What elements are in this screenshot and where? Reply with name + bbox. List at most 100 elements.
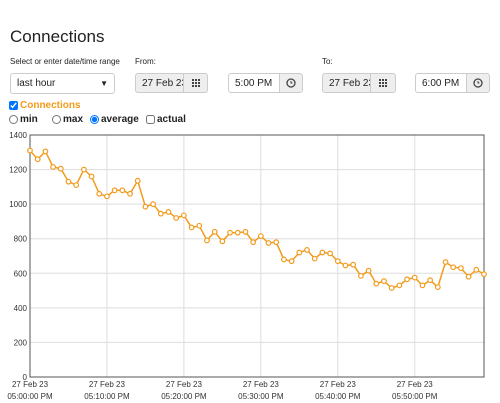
data-point xyxy=(304,247,310,253)
calendar-button[interactable] xyxy=(370,73,396,93)
data-point xyxy=(473,266,480,273)
from-date[interactable]: 27 Feb 23 xyxy=(135,73,184,93)
y-tick-label: 1400 xyxy=(9,131,27,140)
clock-icon xyxy=(286,78,296,88)
data-point xyxy=(388,285,395,291)
data-point xyxy=(342,262,349,269)
data-point xyxy=(411,274,418,281)
data-point xyxy=(42,148,49,155)
clock-icon xyxy=(473,78,483,88)
radio[interactable] xyxy=(9,115,18,124)
data-point xyxy=(281,256,287,263)
data-point xyxy=(134,177,141,184)
data-point xyxy=(150,201,157,208)
data-point xyxy=(27,147,33,154)
data-point xyxy=(265,240,272,246)
x-tick-label: 05:40:00 PM xyxy=(315,392,361,401)
data-point xyxy=(357,272,364,279)
x-tick-label: 27 Feb 23 xyxy=(243,380,280,389)
data-point xyxy=(373,280,380,287)
plot-border xyxy=(29,134,485,378)
y-tick-label: 0 xyxy=(23,373,28,382)
x-tick-label: 27 Feb 23 xyxy=(89,380,126,389)
data-point xyxy=(273,239,280,246)
data-point xyxy=(104,193,110,200)
data-point xyxy=(65,178,72,185)
data-point xyxy=(234,229,241,236)
data-point xyxy=(73,182,80,189)
data-point xyxy=(96,190,103,197)
series-toggle[interactable]: Connections xyxy=(9,100,81,111)
option-label: average xyxy=(101,114,139,125)
data-point xyxy=(334,258,341,265)
data-point xyxy=(227,229,233,236)
y-tick-label: 1000 xyxy=(9,200,27,209)
data-point xyxy=(396,282,403,289)
data-point xyxy=(311,255,318,262)
data-point xyxy=(419,282,426,289)
y-tick-label: 1200 xyxy=(9,166,27,175)
data-point xyxy=(142,203,149,210)
data-point xyxy=(157,210,164,217)
data-point xyxy=(242,228,249,235)
radio[interactable] xyxy=(52,115,61,124)
data-point xyxy=(119,187,126,194)
data-point xyxy=(211,228,218,235)
x-tick-label: 27 Feb 23 xyxy=(320,380,357,389)
option[interactable]: average xyxy=(90,114,139,125)
range-value: last hour xyxy=(17,78,56,89)
calendar-button[interactable] xyxy=(183,73,208,93)
data-point xyxy=(442,259,449,265)
data-point xyxy=(250,239,257,246)
option-label: max xyxy=(63,114,84,125)
dropdown-arrow: ▼ xyxy=(100,79,108,88)
option[interactable]: actual xyxy=(146,114,186,125)
data-point xyxy=(127,190,133,197)
data-point xyxy=(327,250,334,257)
data-point xyxy=(50,164,56,170)
page-title: Connections xyxy=(10,27,105,46)
data-point xyxy=(180,212,187,219)
y-tick-label: 800 xyxy=(14,235,28,244)
data-point xyxy=(319,249,326,256)
x-tick-label: 27 Feb 23 xyxy=(397,380,434,389)
to-time[interactable]: 6:00 PM xyxy=(415,73,467,93)
data-point xyxy=(165,209,172,215)
data-point xyxy=(434,284,441,291)
clock-button[interactable] xyxy=(279,73,303,93)
data-point xyxy=(196,222,203,229)
option[interactable]: max xyxy=(52,114,83,125)
to-label: To: xyxy=(322,57,333,66)
data-point xyxy=(111,187,118,194)
series-checkbox[interactable] xyxy=(9,101,18,110)
option[interactable]: min xyxy=(9,114,38,125)
data-point xyxy=(427,277,434,284)
data-point xyxy=(219,238,226,245)
data-point xyxy=(88,173,95,180)
data-point xyxy=(288,258,295,265)
data-point xyxy=(350,261,357,268)
data-point xyxy=(257,233,264,240)
data-point xyxy=(34,156,41,163)
from-label: From: xyxy=(135,57,156,66)
data-point xyxy=(57,165,64,172)
y-tick-label: 400 xyxy=(14,304,28,313)
data-point xyxy=(404,276,410,283)
radio[interactable] xyxy=(90,115,99,124)
data-point xyxy=(481,271,487,278)
x-tick-label: 05:30:00 PM xyxy=(238,392,284,401)
x-tick-label: 27 Feb 23 xyxy=(166,380,203,389)
checkbox[interactable] xyxy=(146,115,155,124)
option-label: min xyxy=(20,114,38,125)
range-select[interactable]: last hour ▼ xyxy=(10,73,115,94)
y-tick-label: 200 xyxy=(14,338,28,347)
data-point xyxy=(80,166,87,173)
data-point xyxy=(381,278,387,284)
option-label: actual xyxy=(157,114,186,125)
series-toggle-label: Connections xyxy=(20,100,81,111)
x-tick-label: 05:50:00 PM xyxy=(392,392,438,401)
range-label: Select or enter date/time range xyxy=(10,57,120,66)
x-tick-label: 05:00:00 PM xyxy=(7,392,53,401)
clock-button[interactable] xyxy=(466,73,490,93)
